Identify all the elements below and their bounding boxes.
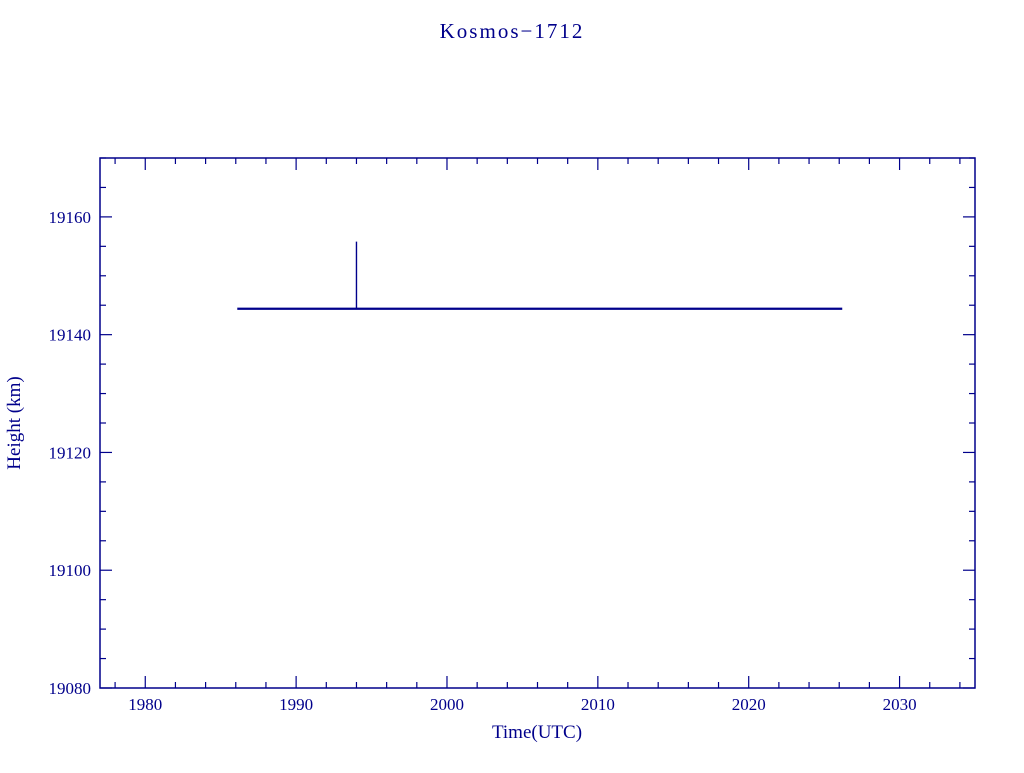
y-axis-label: Height (km) xyxy=(4,376,25,469)
y-tick-label: 19140 xyxy=(49,326,92,345)
axis-ticks xyxy=(100,157,975,689)
y-tick-label: 19100 xyxy=(49,561,92,580)
tick-labels: 1980 1990 2000 2010 2020 2030 19080 19100 19120 1… xyxy=(49,208,917,714)
y-tick-label: 19080 xyxy=(49,679,92,698)
data-series xyxy=(237,241,843,310)
chart-title: Kosmos−1712 xyxy=(440,19,585,43)
x-axis-label: Time(UTC) xyxy=(492,722,582,743)
plot-frame xyxy=(99,157,976,689)
x-tick-label: 2020 xyxy=(732,695,766,714)
x-tick-label: 2000 xyxy=(430,695,464,714)
x-tick-label: 1980 xyxy=(128,695,162,714)
y-tick-label: 19160 xyxy=(49,208,92,227)
x-tick-label: 2010 xyxy=(581,695,615,714)
x-tick-label: 1990 xyxy=(279,695,313,714)
x-tick-label: 2030 xyxy=(883,695,917,714)
y-tick-label: 19120 xyxy=(49,443,92,462)
